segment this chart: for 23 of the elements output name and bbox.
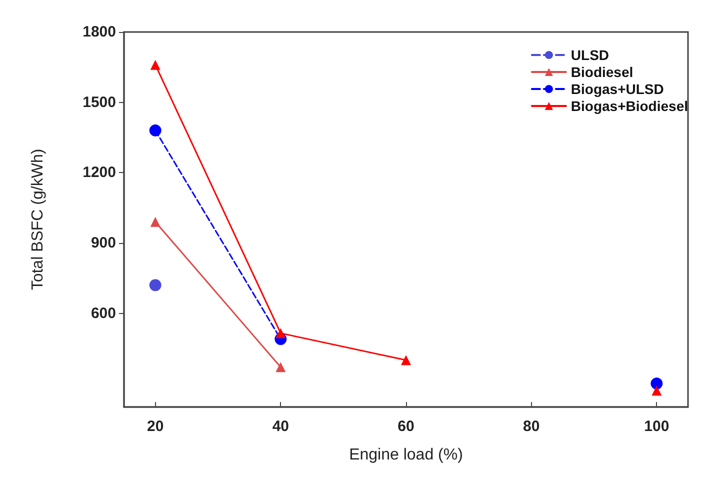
x-tick-label: 100 (644, 418, 670, 435)
x-tick-label: 80 (522, 418, 540, 435)
y-tick-label: 1500 (82, 94, 116, 111)
y-tick-label: 1800 (82, 24, 116, 40)
point (652, 386, 662, 396)
legend-label: Biogas+Biodiesel (570, 98, 688, 114)
point (149, 124, 162, 136)
y-axis-title: Total BSFC (g/kWh) (30, 148, 46, 290)
x-tick-label: 40 (272, 418, 290, 435)
y-tick-label: 600 (90, 304, 116, 322)
point (149, 279, 162, 292)
y-tick-label: 900 (90, 234, 116, 252)
x-axis-title: Engine load (%) (349, 446, 463, 464)
point (650, 378, 663, 390)
legend-label: Biogas+ULSD (570, 81, 664, 97)
x-tick-label: 60 (398, 418, 414, 435)
point (276, 328, 286, 338)
point (150, 60, 160, 70)
y-tick-label: 1200 (82, 164, 116, 182)
legend-label: ULSD (570, 47, 610, 63)
x-tick-label: 20 (146, 418, 164, 435)
point (401, 355, 411, 366)
legend-label: Biodiesel (570, 64, 634, 80)
